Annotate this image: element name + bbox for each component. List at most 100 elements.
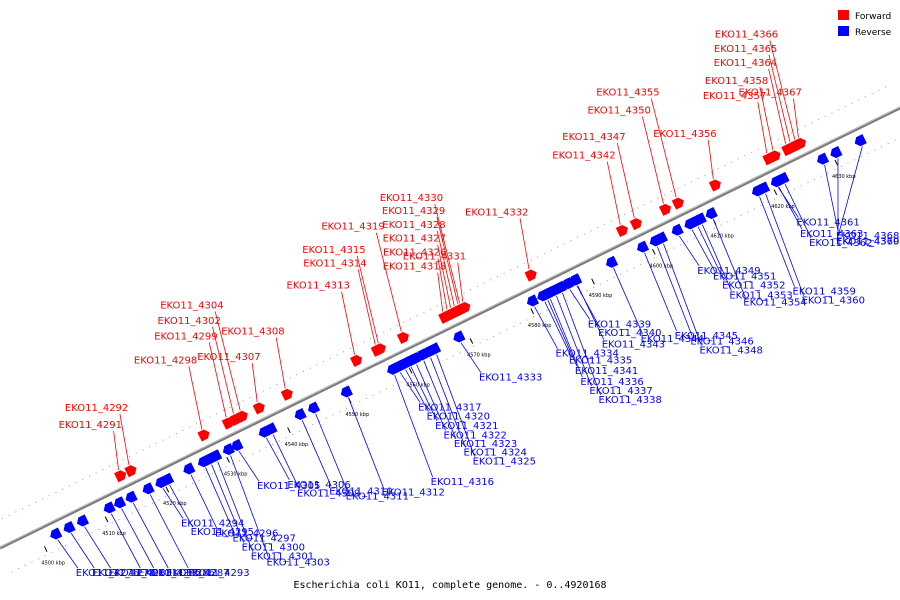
reverse-gene-arrow[interactable] [102, 501, 116, 515]
reverse-gene-label[interactable]: EKO11_4295 [191, 527, 254, 538]
forward-gene-label[interactable]: EKO11_4350 [587, 106, 650, 117]
reverse-gene-label[interactable]: EKO11_4361 [796, 217, 859, 228]
reverse-gene-arrow[interactable] [669, 223, 684, 238]
reverse-gene-label[interactable]: EKO11_4303 [266, 557, 329, 568]
forward-gene-arrow[interactable] [280, 387, 295, 401]
forward-gene-label[interactable]: EKO11_4358 [705, 76, 768, 87]
reverse-gene-label[interactable]: EKO11_4333 [479, 373, 542, 384]
forward-gene-label[interactable]: EKO11_4342 [552, 151, 615, 162]
forward-gene-label[interactable]: EKO11_4307 [197, 352, 260, 363]
forward-gene-arrow[interactable] [197, 428, 211, 442]
reverse-gene-arrow[interactable] [654, 231, 668, 245]
reverse-gene-label[interactable]: EKO11_4362 [809, 238, 872, 249]
forward-gene-arrow[interactable] [768, 149, 782, 163]
reverse-gene-arrow[interactable] [568, 273, 583, 287]
reverse-gene-arrow[interactable] [775, 171, 790, 186]
forward-gene-label[interactable]: EKO11_4355 [596, 87, 659, 98]
reverse-gene-arrow[interactable] [140, 482, 155, 496]
forward-gene-label[interactable]: EKO11_4367 [738, 88, 801, 99]
reverse-gene-label[interactable]: EKO11_4309 [297, 489, 360, 500]
forward-gene-label[interactable]: EKO11_4366 [715, 29, 778, 40]
reverse-gene-label[interactable]: EKO11_4359 [793, 287, 856, 298]
reverse-gene-label[interactable]: EKO11_4322 [444, 430, 507, 441]
reverse-gene-arrow[interactable] [75, 514, 90, 528]
forward-gene-arrow[interactable] [658, 202, 673, 216]
reverse-gene-arrow[interactable] [525, 294, 540, 308]
forward-gene-label[interactable]: EKO11_4298 [134, 355, 197, 366]
reverse-gene-label[interactable]: EKO11_4340 [598, 328, 661, 339]
reverse-gene-label[interactable]: EKO11_4316 [431, 477, 494, 488]
reverse-gene-label[interactable]: EKO11_4346 [690, 337, 753, 348]
forward-gene-label[interactable]: EKO11_4308 [221, 327, 284, 338]
reverse-gene-label[interactable]: EKO11_4312 [381, 488, 444, 499]
reverse-gene-arrow[interactable] [112, 496, 127, 510]
forward-gene-arrow[interactable] [458, 300, 472, 315]
forward-gene-arrow[interactable] [671, 196, 686, 210]
reverse-gene-label[interactable]: EKO11_4338 [599, 395, 662, 406]
forward-gene-label[interactable]: EKO11_4292 [65, 403, 128, 414]
forward-gene-label[interactable]: EKO11_4347 [562, 132, 625, 143]
forward-gene-arrow[interactable] [252, 401, 267, 415]
reverse-gene-label[interactable]: EKO11_4349 [697, 266, 760, 277]
reverse-gene-label[interactable]: EKO11_4317 [418, 402, 481, 413]
reverse-gene-arrow[interactable] [853, 134, 867, 148]
forward-gene-label[interactable]: EKO11_4332 [465, 207, 528, 218]
reverse-gene-label[interactable]: EKO11_4345 [675, 331, 738, 342]
reverse-gene-arrow[interactable] [181, 462, 196, 476]
reverse-gene-label[interactable]: EKO11_4363 [800, 229, 863, 240]
reverse-gene-label[interactable]: EKO11_4321 [435, 421, 498, 432]
reverse-gene-label[interactable]: EKO11_4296 [215, 529, 278, 540]
reverse-gene-arrow[interactable] [635, 240, 650, 255]
forward-gene-label[interactable]: EKO11_4330 [380, 193, 443, 204]
forward-gene-label[interactable]: EKO11_4299 [154, 331, 217, 342]
reverse-gene-label[interactable]: EKO11_4334 [556, 349, 619, 360]
reverse-gene-label[interactable]: EKO11_4306 [287, 480, 350, 491]
reverse-gene-label[interactable]: EKO11_4339 [588, 319, 651, 330]
reverse-gene-label[interactable]: EKO11_4325 [473, 457, 536, 468]
forward-gene-arrow[interactable] [524, 268, 539, 282]
forward-gene-arrow[interactable] [708, 178, 723, 192]
reverse-gene-label[interactable]: EKO11_4320 [427, 412, 490, 423]
reverse-gene-arrow[interactable] [339, 385, 353, 399]
forward-gene-arrow[interactable] [114, 468, 128, 483]
reverse-gene-label[interactable]: EKO11_4343 [602, 340, 665, 351]
forward-gene-label[interactable]: EKO11_4357 [703, 91, 766, 102]
reverse-gene-label[interactable]: EKO11_4323 [454, 439, 517, 450]
reverse-gene-arrow[interactable] [263, 422, 278, 436]
reverse-gene-label[interactable]: EKO11_4294 [181, 518, 244, 529]
reverse-gene-label[interactable]: EKO11_4278 [92, 568, 155, 579]
forward-gene-label[interactable]: EKO11_4314 [303, 259, 366, 270]
reverse-gene-label[interactable]: EKO11_4370 [836, 236, 899, 247]
reverse-gene-arrow[interactable] [48, 527, 63, 541]
forward-gene-label[interactable]: EKO11_4319 [321, 222, 384, 233]
reverse-gene-label[interactable]: EKO11_4354 [743, 297, 806, 308]
reverse-gene-arrow[interactable] [451, 330, 466, 344]
reverse-gene-arrow[interactable] [229, 438, 244, 453]
forward-gene-arrow[interactable] [373, 342, 388, 356]
forward-gene-label[interactable]: EKO11_4291 [59, 420, 122, 431]
reverse-gene-label[interactable]: EKO11_4335 [569, 356, 632, 367]
reverse-gene-arrow[interactable] [61, 520, 76, 535]
reverse-gene-label[interactable]: EKO11_4310 [329, 486, 392, 497]
reverse-gene-arrow[interactable] [427, 342, 442, 356]
reverse-gene-arrow[interactable] [756, 181, 771, 195]
forward-gene-label[interactable]: EKO11_4328 [382, 220, 445, 231]
reverse-gene-label[interactable]: EKO11_4276 [76, 568, 139, 579]
forward-gene-arrow[interactable] [793, 136, 808, 150]
forward-gene-label[interactable]: EKO11_4364 [714, 58, 777, 69]
reverse-gene-label[interactable]: EKO11_4368 [836, 231, 899, 242]
forward-gene-arrow[interactable] [124, 463, 138, 478]
reverse-gene-label[interactable]: EKO11_4337 [589, 386, 652, 397]
forward-gene-label[interactable]: EKO11_4318 [383, 262, 446, 273]
reverse-gene-label[interactable]: EKO11_4287 [166, 568, 229, 579]
reverse-gene-label[interactable]: EKO11_4293 [186, 568, 249, 579]
reverse-gene-label[interactable]: EKO11_4353 [729, 291, 792, 302]
reverse-gene-label[interactable]: EKO11_4286 [152, 568, 215, 579]
reverse-gene-label[interactable]: EKO11_4305 [257, 481, 320, 492]
forward-gene-label[interactable]: EKO11_4365 [714, 44, 777, 55]
reverse-gene-arrow[interactable] [208, 449, 223, 463]
forward-gene-label[interactable]: EKO11_4313 [287, 281, 350, 292]
forward-gene-label[interactable]: EKO11_4327 [383, 234, 446, 245]
reverse-gene-label[interactable]: EKO11_4341 [575, 366, 638, 377]
reverse-gene-label[interactable]: EKO11_4351 [713, 272, 776, 283]
